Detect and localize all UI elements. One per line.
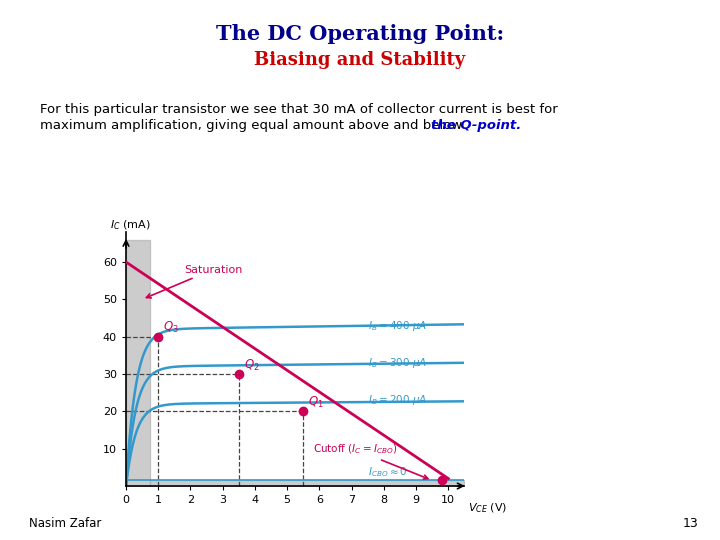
Text: $I_C$ (mA): $I_C$ (mA) bbox=[110, 219, 150, 232]
Text: Biasing and Stability: Biasing and Stability bbox=[254, 51, 466, 69]
Text: $V_{CE}$ (V): $V_{CE}$ (V) bbox=[467, 501, 507, 515]
Text: $I_{CBO} \approx 0$: $I_{CBO} \approx 0$ bbox=[368, 465, 408, 478]
Text: maximum amplification, giving equal amount above and below: maximum amplification, giving equal amou… bbox=[40, 119, 466, 132]
Text: $I_B = 200~\mu A$: $I_B = 200~\mu A$ bbox=[368, 393, 427, 407]
Text: $I_B = 400~\mu A$: $I_B = 400~\mu A$ bbox=[368, 319, 427, 333]
Text: Saturation: Saturation bbox=[146, 265, 243, 298]
Text: 13: 13 bbox=[683, 517, 698, 530]
Text: Cutoff ($I_C = I_{CBO}$): Cutoff ($I_C = I_{CBO}$) bbox=[313, 443, 428, 479]
Text: $Q_2$: $Q_2$ bbox=[243, 357, 259, 373]
Text: $Q_1$: $Q_1$ bbox=[308, 395, 324, 410]
Text: The DC Operating Point:: The DC Operating Point: bbox=[216, 24, 504, 44]
Text: the Q-point.: the Q-point. bbox=[431, 119, 521, 132]
Text: Nasim Zafar: Nasim Zafar bbox=[29, 517, 102, 530]
Text: For this particular transistor we see that 30 mA of collector current is best fo: For this particular transistor we see th… bbox=[40, 103, 557, 116]
Text: $I_B = 300~\mu A$: $I_B = 300~\mu A$ bbox=[368, 356, 427, 370]
Text: $Q_3$: $Q_3$ bbox=[163, 320, 179, 335]
